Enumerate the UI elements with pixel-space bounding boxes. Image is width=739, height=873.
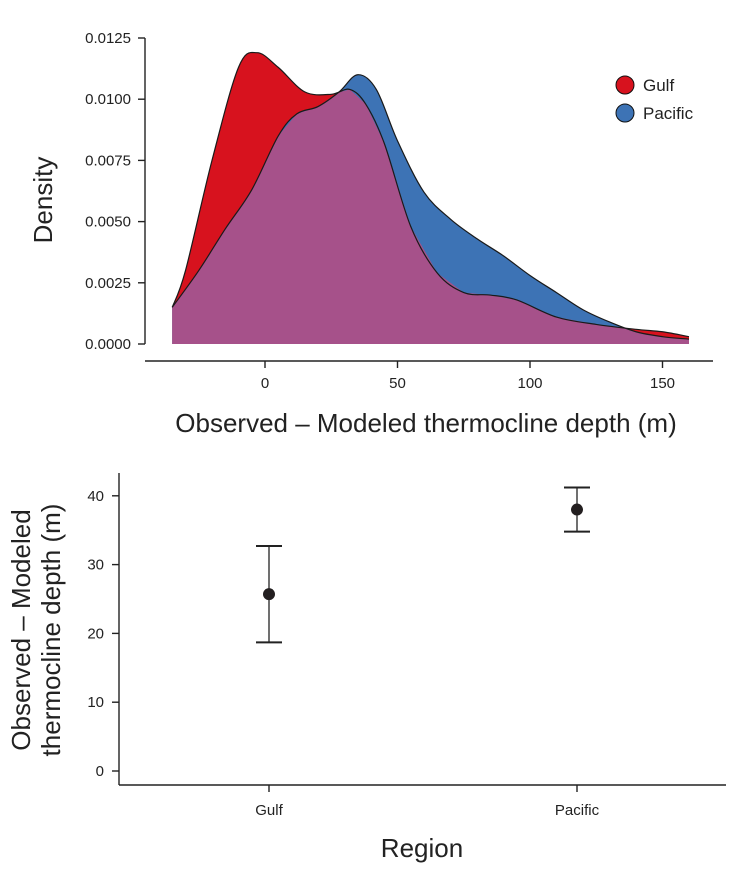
- errorbar-marks: [256, 486, 590, 644]
- density-x-tick-label: 100: [517, 375, 542, 392]
- errorbar-chart: 0 10 20 30 40 Gulf Pacific Region Observed – …: [6, 473, 726, 863]
- density-y-axis-title: Density: [28, 157, 58, 244]
- errorbar-y-tick-label: 30: [87, 557, 104, 574]
- density-x-tick-label: 50: [389, 375, 406, 392]
- errorbar-x-tick-label: Gulf: [255, 802, 283, 819]
- legend-label-gulf: Gulf: [643, 76, 674, 95]
- errorbar-y-ticks: 0 10 20 30 40: [87, 488, 119, 780]
- legend-swatch-pacific: [615, 103, 635, 123]
- density-y-ticks: 0.0000 0.0025 0.0050 0.0075 0.0100 0.0125: [85, 30, 145, 353]
- errorbar-y-axis-title-line2: thermocline depth (m): [36, 504, 66, 757]
- errorbar-y-tick-label: 10: [87, 694, 104, 711]
- density-y-tick-label: 0.0125: [85, 30, 131, 47]
- density-line-gulf: [171, 51, 690, 338]
- density-y-tick-label: 0.0050: [85, 214, 131, 231]
- density-x-tick-label: 150: [650, 375, 675, 392]
- density-x-axis-title: Observed – Modeled thermocline depth (m): [175, 408, 676, 438]
- errorbar-x-tick-label: Pacific: [555, 802, 600, 819]
- density-areas: [171, 51, 690, 345]
- errorbar-y-tick-label: 20: [87, 625, 104, 642]
- density-chart: 0.0000 0.0025 0.0050 0.0075 0.0100 0.0125 0 50…: [28, 30, 713, 438]
- density-overlap-area: [172, 89, 689, 344]
- density-y-tick-label: 0.0000: [85, 336, 131, 353]
- legend-swatch-gulf: [615, 75, 635, 95]
- legend-label-pacific: Pacific: [643, 104, 694, 123]
- errorbar-point-pacific: [571, 503, 583, 516]
- errorbar-y-tick-label: 0: [96, 763, 104, 780]
- errorbar-x-ticks: Gulf Pacific: [255, 785, 600, 819]
- density-x-ticks: 0 50 100 150: [261, 361, 675, 392]
- density-y-tick-label: 0.0025: [85, 275, 131, 292]
- legend: Gulf Pacific: [615, 75, 694, 123]
- density-y-tick-label: 0.0100: [85, 91, 131, 108]
- density-line-pacific: [171, 74, 690, 340]
- errorbar-y-tick-label: 40: [87, 488, 104, 505]
- errorbar-point-gulf: [263, 588, 275, 601]
- errorbar-y-axis-title-line1: Observed – Modeled: [6, 509, 36, 750]
- errorbar-x-axis-title: Region: [381, 833, 463, 863]
- density-y-tick-label: 0.0075: [85, 152, 131, 169]
- density-x-tick-label: 0: [261, 375, 269, 392]
